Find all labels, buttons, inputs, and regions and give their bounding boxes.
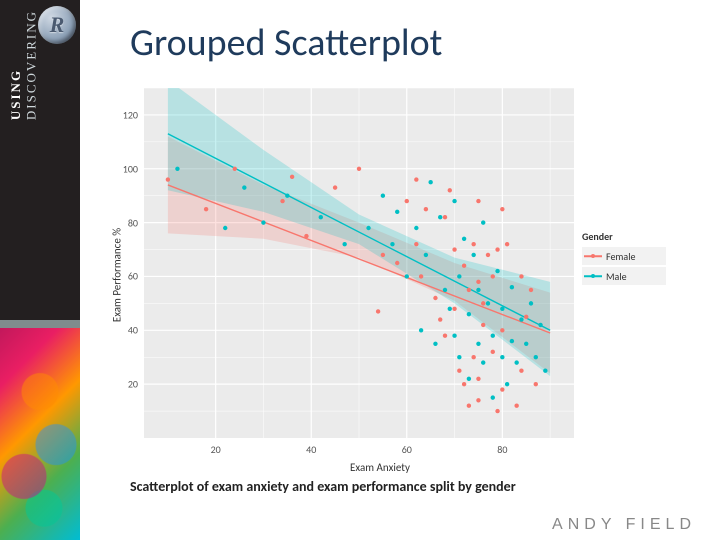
y-tick-label: 80 [100,216,138,229]
y-tick-label: 60 [100,270,138,283]
sidebar-title-block: R USING DISCOVERING [0,0,80,320]
scatterplot-svg [144,88,574,438]
legend: Gender Female Male [582,230,666,287]
sidebar-line-using: USING [8,69,23,120]
legend-swatch-icon [584,250,602,262]
book-sidebar: R USING DISCOVERING [0,0,80,540]
sidebar-line-discovering: DISCOVERING [24,10,39,120]
legend-item: Male [582,267,666,285]
sidebar-title-text: USING DISCOVERING [8,10,39,120]
x-tick-label: 80 [497,443,507,456]
legend-item: Female [582,247,666,265]
author-name: ANDY FIELD [552,516,696,534]
y-tick-label: 120 [100,108,138,121]
r-glyph: R [50,12,65,38]
plot-area [144,88,574,438]
x-tick-label: 60 [402,443,412,456]
y-tick-label: 20 [100,378,138,391]
page-title: Grouped Scatterplot [130,20,442,66]
x-axis-label: Exam Anxiety [350,461,410,474]
x-tick-label: 20 [211,443,221,456]
legend-label: Female [606,250,635,263]
sidebar-divider [0,320,80,328]
legend-items: Female Male [582,247,666,285]
x-tick-label: 40 [306,443,316,456]
y-tick-label: 100 [100,162,138,175]
legend-title: Gender [582,230,666,243]
chart-container: Exam Performance % 20406080100120 204060… [100,80,660,470]
legend-label: Male [606,270,627,283]
y-tick-label: 40 [100,324,138,337]
figure-caption: Scatterplot of exam anxiety and exam per… [130,478,550,496]
legend-swatch-icon [584,270,602,282]
sidebar-artwork [0,328,80,540]
r-logo-icon: R [38,6,76,44]
